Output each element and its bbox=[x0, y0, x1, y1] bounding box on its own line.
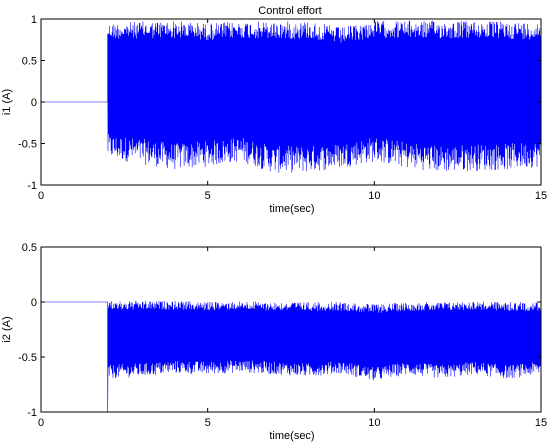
i2-series-line bbox=[41, 300, 542, 413]
i1-series-line bbox=[41, 20, 542, 173]
i1-xtick-label: 0 bbox=[38, 190, 44, 202]
i2-xlabel: time(sec) bbox=[269, 430, 314, 442]
i2-xtick-label: 15 bbox=[535, 417, 547, 429]
i1-xtick-label: 15 bbox=[535, 190, 547, 202]
i2-ytick-label: 0 bbox=[31, 297, 37, 309]
i1-xlabel: time(sec) bbox=[269, 203, 314, 215]
axes-i1: 0 5 10 15 1 0.5 0 -0.5 -1 time(sec) i1 (A) bbox=[1, 14, 547, 215]
i1-ytick-label: -1 bbox=[27, 180, 37, 192]
i2-ylabel: i2 (A) bbox=[1, 316, 13, 342]
i1-ylabel: i1 (A) bbox=[1, 89, 13, 115]
i2-xtick-label: 0 bbox=[38, 417, 44, 429]
i1-ytick-label: 0.5 bbox=[22, 56, 37, 68]
i2-axes-frame bbox=[40, 246, 542, 413]
i1-ytick-label: 0 bbox=[31, 97, 37, 109]
i1-xtick-label: 10 bbox=[368, 190, 380, 202]
i2-ytick-label: -0.5 bbox=[18, 352, 37, 364]
i1-ytick-label: 1 bbox=[31, 14, 37, 26]
i2-ytick-label: -1 bbox=[27, 407, 37, 419]
chart-title: Control effort bbox=[258, 5, 321, 17]
i2-xtick-label: 10 bbox=[368, 417, 380, 429]
i2-xtick-label: 5 bbox=[205, 417, 211, 429]
i1-xtick-label: 5 bbox=[205, 190, 211, 202]
i1-ytick-label: -0.5 bbox=[18, 139, 37, 151]
i2-ytick-label: 0.5 bbox=[22, 242, 37, 254]
axes-i2: 0 5 10 15 0.5 0 -0.5 -1 time(sec) i2 (A) bbox=[1, 242, 547, 442]
